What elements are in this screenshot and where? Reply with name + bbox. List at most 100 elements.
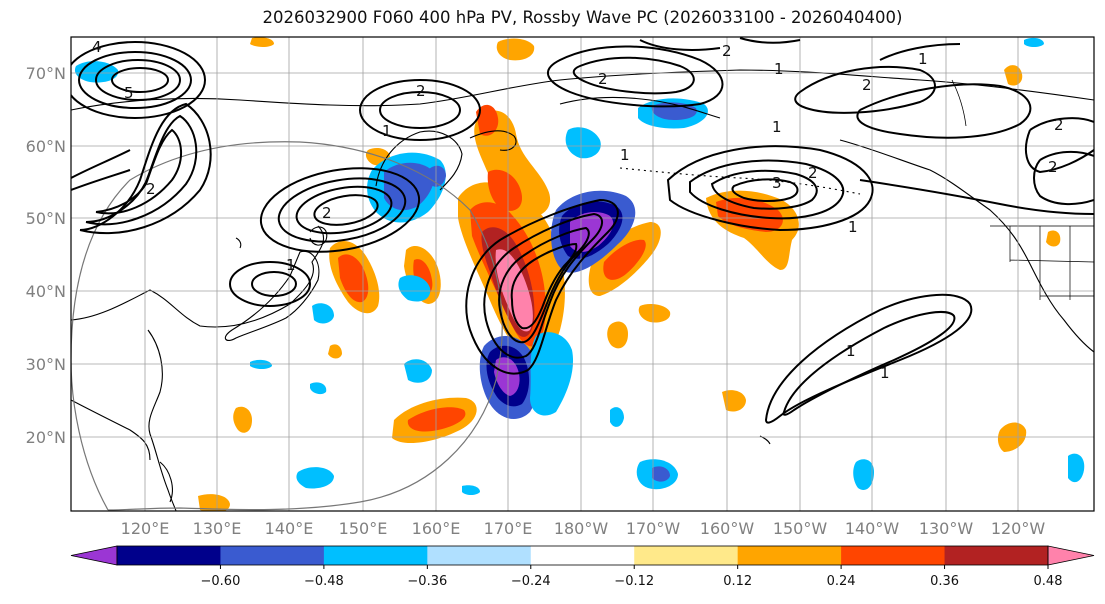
lon-label: 130°W	[919, 519, 974, 538]
positive-anomaly-region	[328, 344, 342, 359]
lat-label: 40°N	[26, 282, 66, 301]
positive-anomaly-region	[495, 249, 533, 332]
map-background	[71, 37, 1094, 511]
contour-label: 1	[772, 118, 782, 136]
contour-label: 1	[382, 122, 392, 140]
coastline-chukotka	[469, 130, 517, 151]
contour-label: 1	[774, 60, 784, 78]
contour-line	[794, 65, 936, 114]
contour-line	[78, 51, 192, 109]
lon-label: 150°W	[773, 519, 828, 538]
contour-line	[1033, 150, 1094, 206]
lon-label: 140°W	[845, 519, 900, 538]
contour-label: 2	[1048, 158, 1058, 176]
contour-label: 1	[286, 256, 296, 274]
colorbar-segment	[737, 546, 842, 565]
positive-anomaly-region	[603, 239, 646, 280]
negative-anomaly-region	[296, 467, 334, 489]
lon-label: 180°W	[554, 519, 609, 538]
negative-anomaly-region	[565, 127, 601, 159]
colorbar-tick-label: −0.36	[407, 574, 447, 589]
contour-label: 2	[1054, 116, 1064, 134]
colorbar-ticks: −0.60 −0.48 −0.36 −0.24 −0.12 0.12 0.24 0.36 0.4…	[201, 565, 1063, 589]
colorbar-tick-label: 0.24	[827, 574, 856, 589]
lon-label: 130°E	[193, 519, 242, 538]
contour-line	[229, 261, 311, 307]
contour-line	[510, 242, 578, 330]
coastline-alaska-border	[951, 79, 967, 127]
colorbar-extend-high	[1047, 545, 1095, 566]
pv-anomaly-shading	[74, 37, 1085, 511]
contour-line	[359, 79, 481, 141]
contour-line	[277, 177, 407, 243]
contour-line	[764, 293, 973, 424]
coastline-hokkaido	[309, 226, 328, 246]
coastline-asia-east	[71, 225, 325, 328]
colorbar-tick-label: 0.48	[1034, 574, 1063, 589]
colorbar-tick-label: −0.60	[201, 574, 241, 589]
negative-anomaly-region	[1068, 453, 1085, 483]
negative-anomaly-region	[652, 466, 670, 482]
coastline-philippines	[159, 461, 173, 503]
contour-labels: 5 4 2 2 2 2 1 1 1 1 1 1 2 3 2 2 2 1 1 1 …	[92, 38, 1064, 382]
contour-label: 2	[598, 70, 608, 88]
great-circle-outline	[71, 141, 503, 511]
negative-anomaly-region	[610, 407, 624, 427]
coastline-hawaii	[759, 435, 771, 445]
colorbar-segment	[220, 546, 325, 565]
contour-label: 2	[722, 42, 732, 60]
lon-label: 140°E	[265, 519, 314, 538]
coastlines	[71, 69, 1094, 511]
contour-line	[251, 271, 297, 297]
positive-anomaly-region	[487, 169, 523, 211]
positive-anomaly-region	[198, 494, 230, 511]
negative-anomaly-region	[428, 165, 446, 187]
coastline-bering	[559, 96, 721, 119]
contour-line	[465, 198, 619, 375]
colorbar-tick-label: −0.12	[614, 574, 654, 589]
negative-anomaly-region	[404, 359, 432, 383]
lon-label: 160°E	[412, 519, 461, 538]
longitude-labels: 120°E 130°E 140°E 150°E 160°E 170°E 180°…	[121, 519, 1046, 538]
lat-label: 20°N	[26, 428, 66, 447]
contour-line	[71, 149, 131, 191]
positive-anomaly-region	[233, 406, 252, 433]
positive-anomaly-region	[607, 321, 628, 349]
positive-anomaly-region	[474, 110, 551, 217]
contour-label: 1	[846, 342, 856, 360]
contour-line	[483, 212, 603, 359]
contour-line	[859, 179, 1094, 215]
contour-line	[710, 169, 818, 210]
colorbar-outline	[116, 545, 1049, 566]
colorbar-segment	[634, 546, 739, 565]
map-frame	[70, 36, 1095, 512]
lat-label: 30°N	[26, 355, 66, 374]
contour-line	[879, 43, 961, 61]
positive-anomaly-region	[722, 390, 746, 412]
contour-label: 3	[772, 174, 782, 192]
colorbar-segment	[117, 546, 221, 565]
colorbar: −0.60 −0.48 −0.36 −0.24 −0.12 0.12 0.24 0.36 0.4…	[70, 545, 1095, 589]
colorbar-segment	[530, 546, 635, 565]
map-title: 2026032900 F060 400 hPa PV, Rossby Wave …	[262, 8, 903, 27]
lon-label: 170°W	[626, 519, 681, 538]
contour-line	[85, 114, 198, 226]
coastline-indochina	[71, 399, 151, 461]
contour-line	[731, 178, 799, 202]
negative-anomaly-region	[494, 357, 520, 396]
coastline-island	[235, 237, 242, 249]
coastline-japan	[224, 250, 320, 341]
positive-anomaly-region	[407, 407, 466, 432]
contour-label: 1	[620, 146, 630, 164]
coastline-arctic	[71, 69, 1094, 111]
latitude-labels: 70°N 60°N 50°N 40°N 30°N 20°N	[26, 64, 66, 447]
contour-line	[547, 45, 724, 108]
positive-anomaly-region	[338, 254, 369, 303]
contour-line	[1024, 117, 1094, 174]
lat-label: 50°N	[26, 209, 66, 228]
lat-label: 70°N	[26, 64, 66, 83]
positive-anomaly-region	[1046, 230, 1061, 247]
negative-anomaly-region	[312, 303, 334, 324]
lat-label: 60°N	[26, 137, 66, 156]
